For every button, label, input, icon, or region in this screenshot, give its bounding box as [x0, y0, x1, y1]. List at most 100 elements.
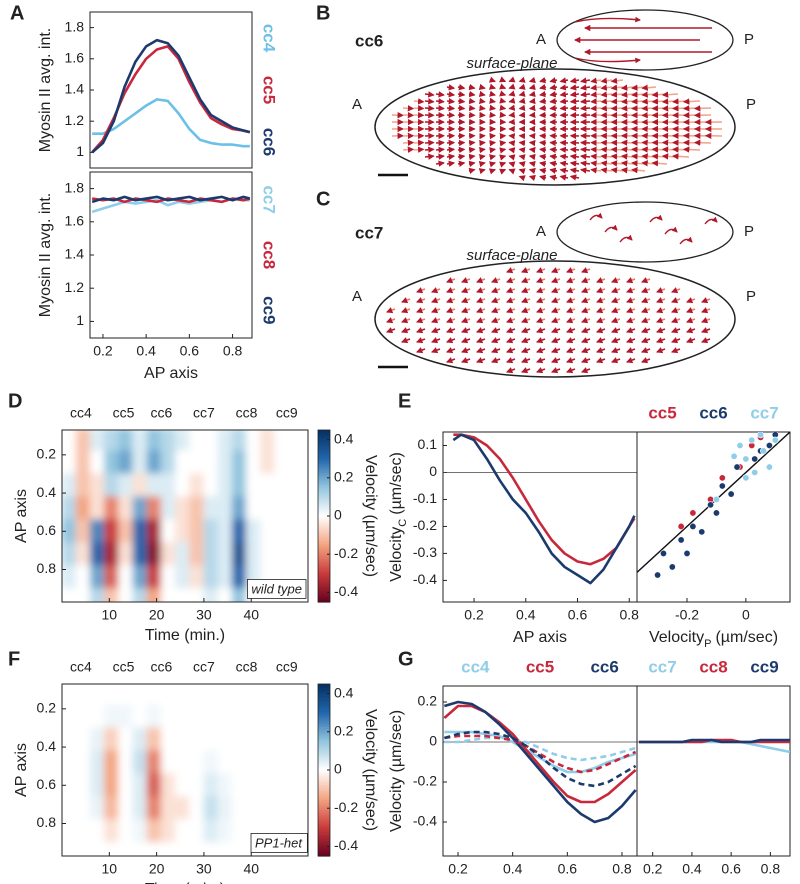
- flow-arrow: [581, 297, 591, 304]
- axis-label-main: Velocity: [388, 527, 405, 582]
- flow-arrow: [521, 287, 531, 294]
- flow-arrow: [461, 287, 471, 294]
- flow-arrow: [401, 297, 411, 304]
- plot-frame: [442, 431, 638, 603]
- flow-arrow: [536, 367, 546, 374]
- colorbar-slice: [318, 445, 330, 448]
- flow-arrow: [431, 337, 441, 344]
- heatmap-cell: [160, 819, 177, 844]
- scatter-point: [751, 468, 759, 476]
- flow-arrow: [656, 317, 666, 324]
- heatmap-cell: [146, 842, 162, 856]
- axis-label: Myosin II avg. int.: [37, 193, 54, 318]
- flow-arrow: [416, 317, 426, 324]
- flow-arrow: [476, 297, 486, 304]
- heatmap-cell: [274, 450, 290, 475]
- flow-arrow: [551, 307, 561, 314]
- inset-arrow: [574, 57, 641, 64]
- scatter-point: [668, 563, 676, 571]
- flow-arrow: [488, 161, 497, 168]
- annotation-box: [250, 833, 308, 853]
- heatmap-cell: [189, 684, 205, 706]
- colorbar-slice: [318, 541, 330, 545]
- flow-arrow: [457, 146, 466, 154]
- colorbar-slice: [318, 442, 330, 446]
- axis-label-sub: C: [397, 519, 409, 527]
- heatmap-cell: [75, 519, 91, 544]
- heatmap-cell: [203, 727, 219, 752]
- flow-arrow: [468, 90, 476, 98]
- flow-arrow: [551, 347, 561, 354]
- flow-arrow: [559, 160, 569, 167]
- heatmap-cell: [288, 684, 304, 706]
- flow-arrow: [566, 357, 576, 364]
- flow-arrow: [478, 168, 486, 175]
- flow-arrow: [569, 167, 580, 174]
- heatmap-cell: [146, 727, 162, 752]
- colorbar-slice: [318, 569, 330, 573]
- legend-label: cc6: [699, 403, 727, 422]
- heatmap-cell: [288, 796, 304, 821]
- flow-arrow: [416, 307, 426, 314]
- flow-arrow: [416, 287, 426, 294]
- heatmap-cell: [132, 450, 148, 475]
- colorbar-slice: [318, 584, 330, 588]
- flow-arrow: [416, 337, 426, 344]
- heatmap-cell: [146, 588, 162, 602]
- flow-arrow: [551, 367, 561, 374]
- legend-label: cc9: [260, 296, 279, 324]
- flow-arrow: [569, 84, 580, 91]
- colorbar-slice: [318, 464, 330, 468]
- y-tick-label: 0.6: [37, 776, 57, 792]
- cycle-label: cc8: [236, 659, 258, 675]
- colorbar-slice: [318, 430, 330, 433]
- heatmap-cell: [274, 684, 290, 706]
- inset-arrow: [679, 236, 693, 245]
- colorbar-slice: [318, 546, 330, 549]
- heatmap-cell: [89, 796, 106, 821]
- heatmap-cell: [118, 473, 134, 498]
- heatmap-cell: [104, 684, 120, 706]
- flow-arrow: [446, 337, 456, 344]
- heatmap-cell: [260, 750, 276, 775]
- axis-label-unit: (µm/sec): [388, 452, 405, 515]
- heatmap-cell: [274, 704, 290, 729]
- flow-arrow: [671, 347, 681, 354]
- flow-arrow: [579, 153, 591, 160]
- flow-arrow: [499, 168, 507, 175]
- flow-arrow: [566, 347, 576, 354]
- series-line: [92, 98, 250, 148]
- heatmap-cell: [189, 796, 205, 821]
- plot-frame: [636, 685, 791, 857]
- flow-arrow: [446, 307, 456, 314]
- colorbar-slice: [318, 533, 330, 536]
- flow-arrow: [461, 347, 471, 354]
- flow-arrow: [468, 146, 476, 154]
- heatmap-cell: [175, 565, 191, 590]
- flow-arrow: [488, 168, 496, 175]
- colorbar-slice: [318, 808, 330, 812]
- colorbar-slice: [318, 735, 330, 739]
- flow-arrow: [569, 160, 580, 167]
- heatmap-cell: [75, 704, 91, 729]
- scatter-point: [730, 452, 738, 460]
- flow-arrow: [536, 327, 546, 334]
- heatmap-cell: [75, 727, 91, 752]
- colorbar-slice: [318, 703, 330, 707]
- heatmap-cell: [132, 430, 148, 452]
- colorbar-slice: [318, 455, 330, 459]
- flow-arrow: [656, 307, 666, 314]
- flow-arrow: [476, 287, 486, 294]
- posterior-label: P: [746, 288, 756, 305]
- heatmap-cell: [146, 450, 162, 475]
- flow-arrow: [476, 357, 486, 364]
- flow-arrow: [416, 327, 426, 334]
- flow-arrow: [386, 317, 396, 324]
- flow-arrow: [579, 84, 591, 91]
- colorbar-slice: [318, 733, 330, 737]
- colorbar-slice: [318, 582, 330, 586]
- y-tick-label: 0.2: [418, 693, 438, 709]
- flow-arrow: [461, 307, 471, 314]
- flow-arrow: [566, 327, 576, 334]
- flow-arrow: [569, 98, 580, 105]
